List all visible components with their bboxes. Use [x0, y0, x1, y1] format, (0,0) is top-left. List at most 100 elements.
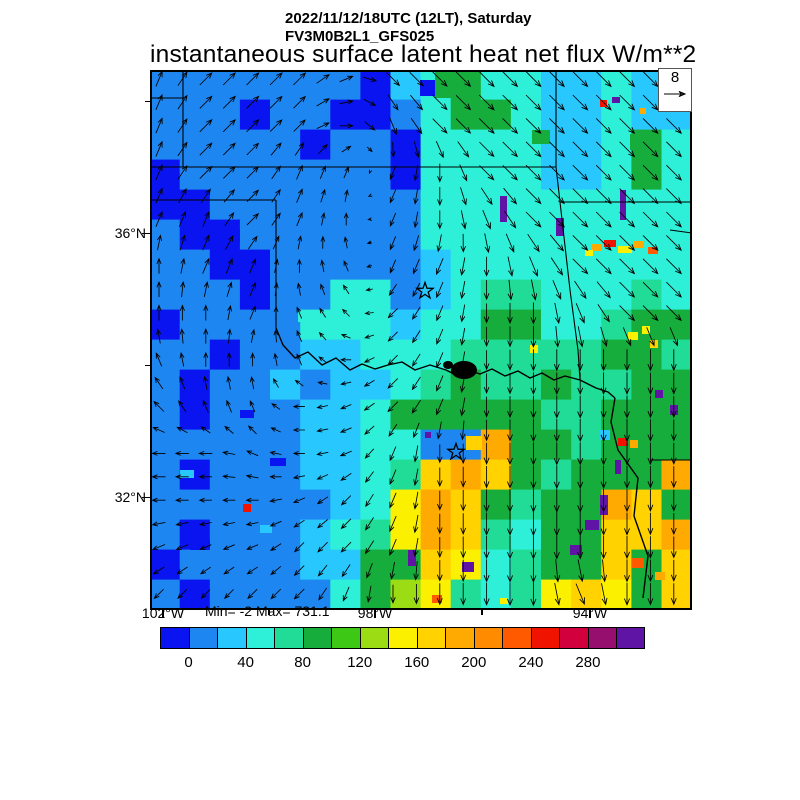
wind-arrow [226, 375, 232, 390]
wind-arrow [293, 119, 306, 132]
wind-arrow [367, 217, 372, 221]
wind-arrow [177, 141, 188, 157]
wind-arrow [666, 258, 682, 275]
flux-cell [360, 459, 392, 491]
wind-arrow [505, 233, 515, 253]
flux-cell [571, 99, 603, 131]
flux-cell [239, 219, 271, 251]
wind-arrow [364, 310, 374, 316]
wind-arrow [507, 582, 513, 607]
wind-arrow [554, 559, 561, 583]
flux-cell [209, 189, 241, 221]
wind-arrow [553, 465, 560, 490]
wind-arrow [344, 189, 349, 202]
flux-cell [179, 369, 211, 401]
flux-speckle [630, 134, 652, 150]
flux-cell [239, 249, 271, 281]
wind-arrow [480, 187, 493, 206]
flux-speckle [556, 218, 564, 236]
flux-cell [179, 249, 211, 281]
flux-cell [631, 579, 663, 611]
wind-arrow [624, 536, 630, 560]
wind-arrow [483, 350, 490, 371]
map-plot-area [149, 69, 693, 611]
wind-arrow [389, 117, 397, 136]
wind-arrow [199, 142, 213, 156]
flux-cell [330, 549, 362, 581]
wind-arrow [247, 235, 258, 250]
wind-arrow [156, 304, 162, 321]
wind-arrow [389, 165, 397, 181]
wind-arrow [222, 119, 236, 133]
wind-arrow [455, 71, 472, 87]
flux-cell [149, 69, 181, 101]
wind-arrow [647, 395, 654, 419]
wind-arrow [387, 308, 398, 319]
map-frame [150, 70, 692, 610]
wind-arrow [294, 379, 304, 387]
wind-arrow [367, 193, 373, 197]
wind-arrow [619, 305, 636, 322]
wind-arrow [179, 328, 185, 344]
wind-arrow [270, 142, 282, 156]
wind-arrow [595, 141, 612, 158]
wind-arrow [246, 566, 258, 575]
wind-arrow [455, 118, 472, 134]
flux-cell [631, 399, 663, 431]
wind-arrow [296, 353, 303, 366]
wind-arrow [600, 395, 607, 419]
wind-arrow [572, 94, 589, 111]
wind-arrow [320, 188, 326, 203]
wind-arrow [577, 349, 584, 372]
wind-arrow [624, 582, 630, 606]
wind-arrow [389, 561, 396, 580]
wind-arrow [320, 259, 325, 273]
wind-arrow [549, 118, 565, 134]
flux-speckle [210, 230, 240, 242]
wind-arrow [436, 234, 442, 253]
wind-arrow [624, 465, 630, 489]
wind-arrow [619, 188, 636, 205]
flux-cell [360, 309, 392, 341]
wind-arrow [388, 283, 397, 297]
wind-arrow [549, 71, 565, 88]
wind-arrow [666, 188, 682, 205]
flux-cell [390, 339, 422, 371]
wind-arrow [198, 497, 212, 503]
wind-arrow [670, 536, 677, 559]
wind-arrow [227, 304, 233, 321]
wind-arrow [153, 588, 164, 600]
wind-arrow [413, 538, 419, 557]
flux-cell [239, 99, 271, 131]
wind-arrow [199, 544, 212, 550]
wind-arrow [155, 140, 163, 157]
flux-cell [420, 549, 452, 581]
wind-arrow [222, 521, 236, 527]
flux-cell [661, 189, 693, 221]
wind-arrow [178, 210, 186, 227]
wind-arrow [226, 281, 233, 297]
flux-speckle [585, 250, 593, 256]
wind-arrow [647, 466, 654, 489]
wind-arrow [316, 451, 329, 456]
wind-arrow [436, 375, 444, 392]
flux-speckle [432, 595, 442, 603]
wind-arrow [389, 212, 397, 227]
wind-arrow [530, 558, 537, 584]
wind-arrow [479, 165, 495, 181]
wind-arrow [225, 257, 233, 274]
colorbar-tick-label: 200 [461, 654, 487, 671]
flux-cell [420, 129, 452, 161]
wind-arrow [203, 281, 209, 298]
wind-arrow [502, 118, 519, 134]
state-border-line [559, 201, 581, 381]
lat-axis-label: 32°N [114, 489, 146, 505]
flux-cell [631, 279, 663, 311]
wind-arrow [619, 211, 636, 228]
wind-arrow [572, 164, 589, 181]
flux-cell [571, 399, 603, 431]
lat-minor-tick [145, 364, 150, 366]
wind-arrow [507, 326, 513, 348]
river-line [275, 327, 616, 399]
wind-arrow [151, 451, 166, 456]
